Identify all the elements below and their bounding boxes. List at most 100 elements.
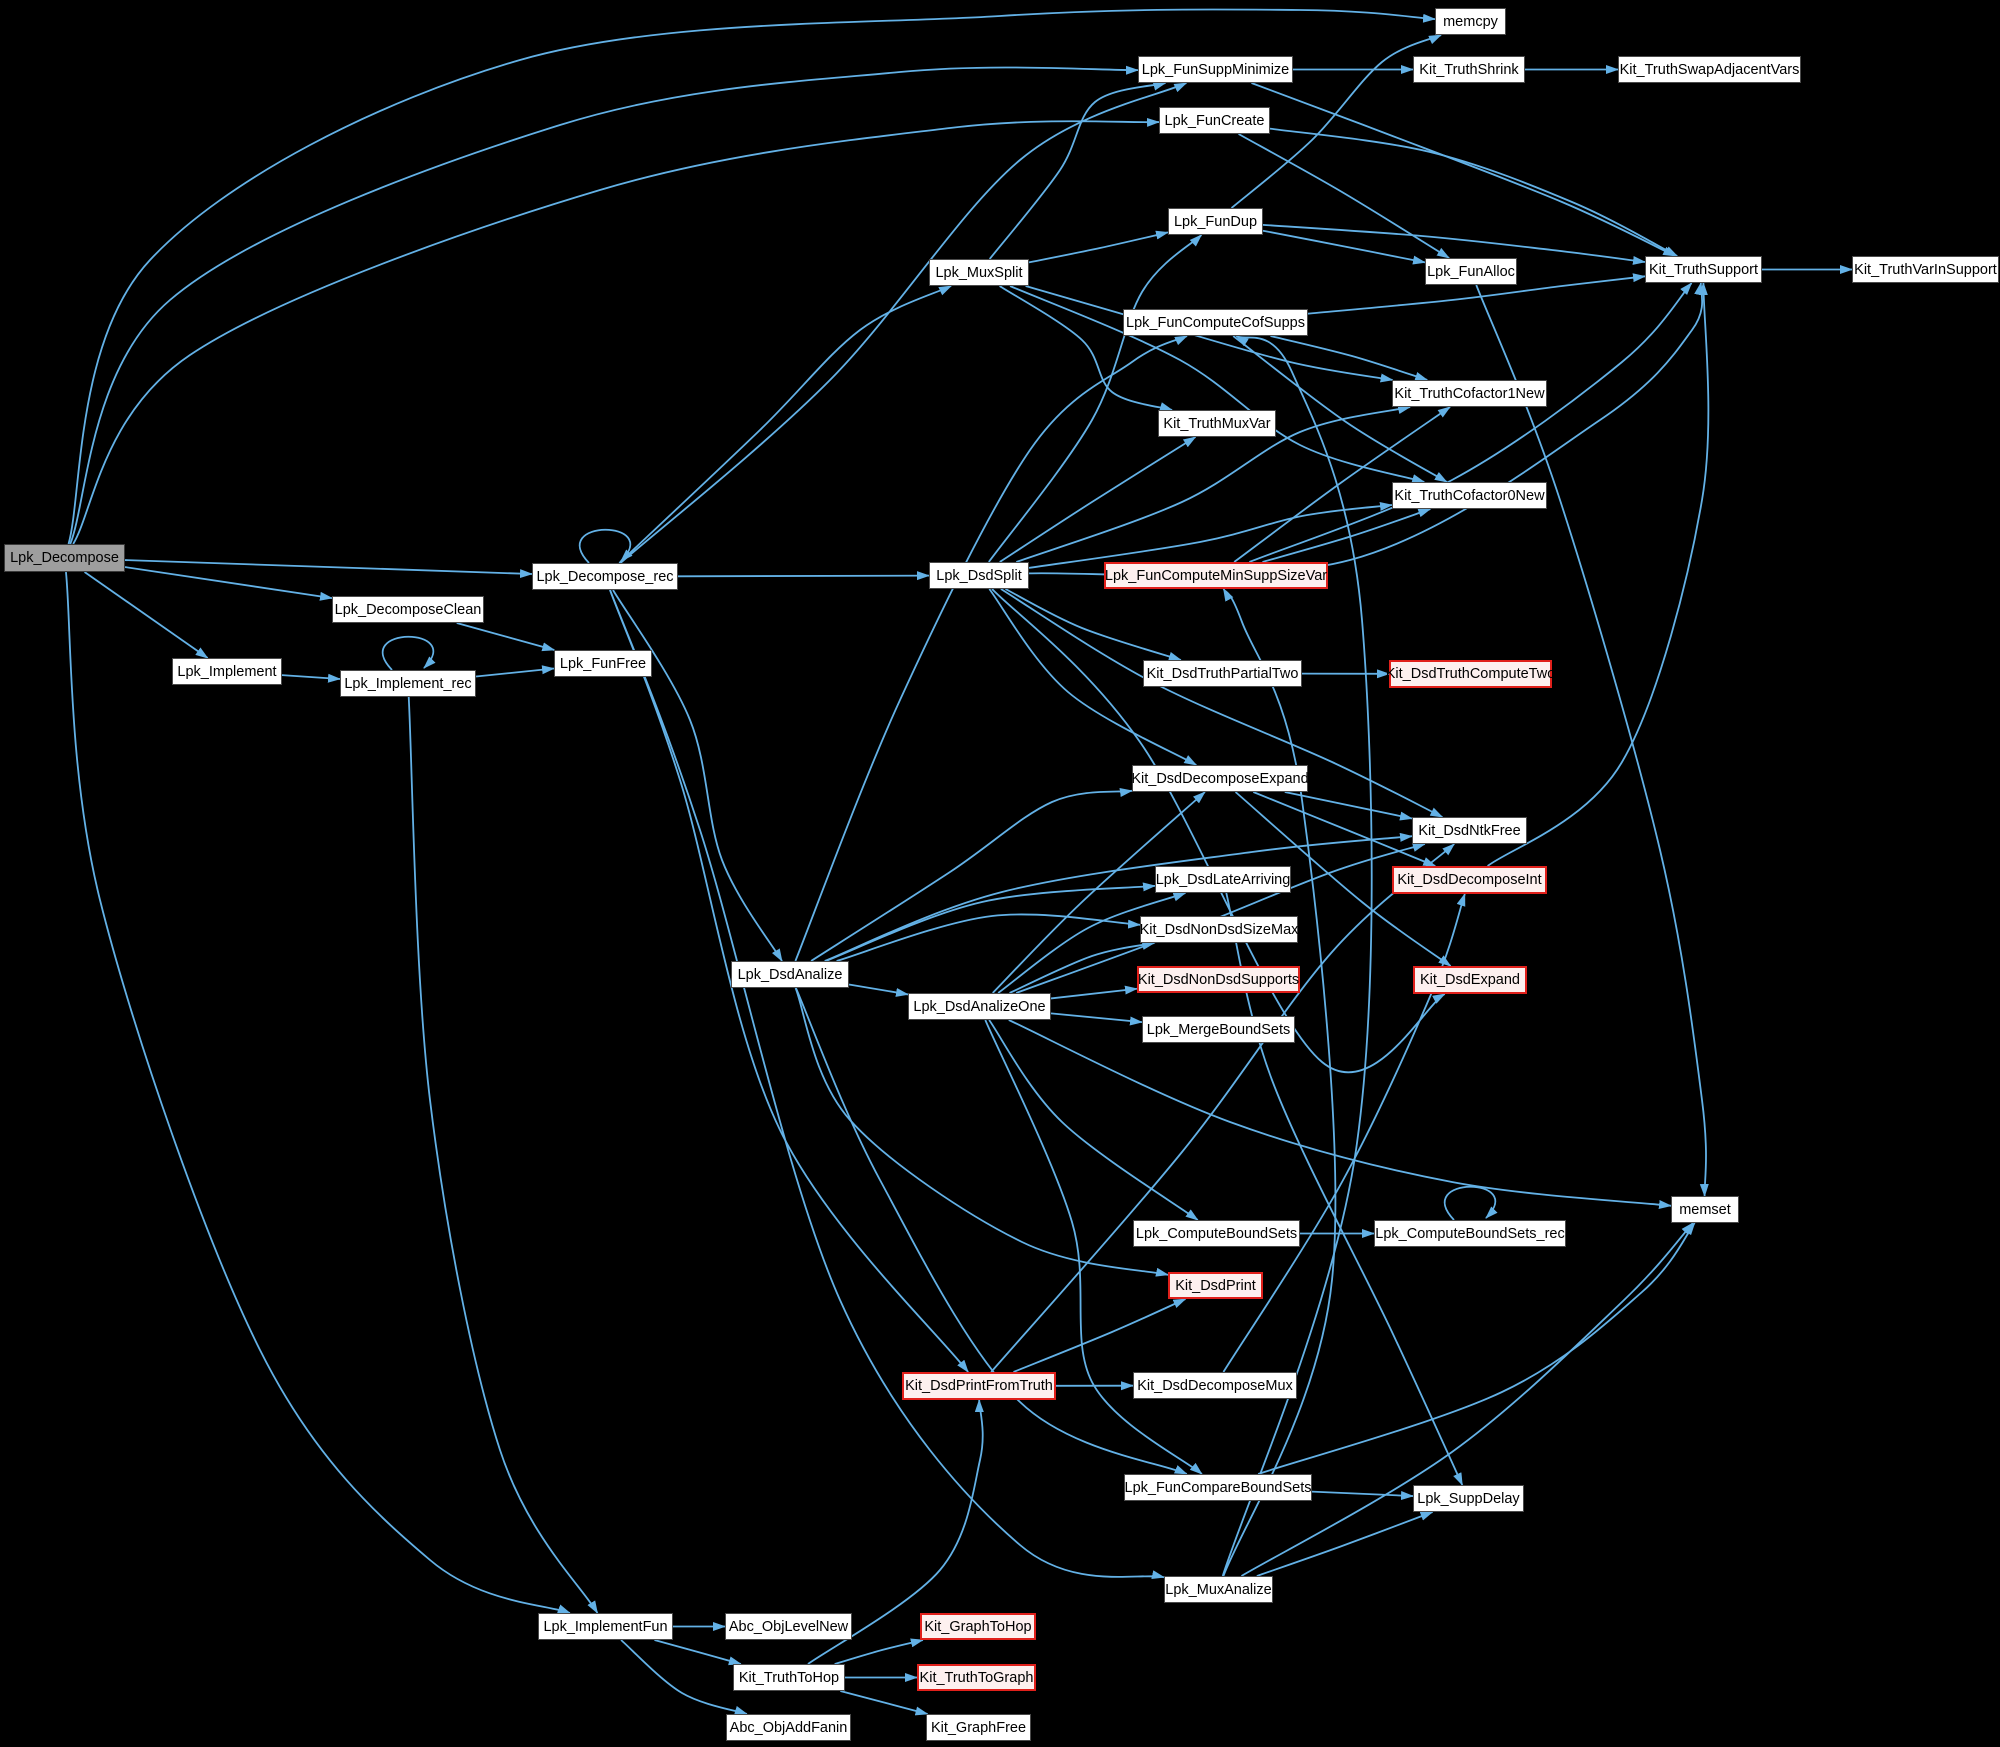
- call-edge-decompose_rec-to-dsdAnalize: [612, 589, 783, 962]
- call-edge-funComputeCofSupps-to-truthCofactor0New: [1232, 335, 1448, 483]
- node-Lpk_ComputeBoundSets[interactable]: Lpk_ComputeBoundSets: [1133, 1220, 1300, 1247]
- node-Kit_DsdNonDsdSizeMax[interactable]: Kit_DsdNonDsdSizeMax: [1140, 916, 1298, 943]
- call-edge-dsdAnalize-to-dsdDecomposeExpand: [810, 788, 1133, 962]
- node-Kit_TruthVarInSupport[interactable]: Kit_TruthVarInSupport: [1852, 256, 1999, 283]
- node-Kit_GraphToHop[interactable]: Kit_GraphToHop: [920, 1613, 1036, 1640]
- node-Lpk_FunAlloc[interactable]: Lpk_FunAlloc: [1425, 258, 1517, 285]
- node-Kit_TruthSwapAdjacentVars[interactable]: Kit_TruthSwapAdjacentVars: [1618, 56, 1801, 83]
- node-Lpk_MergeBoundSets[interactable]: Lpk_MergeBoundSets: [1142, 1016, 1295, 1043]
- node-Lpk_DsdLateArriving[interactable]: Lpk_DsdLateArriving: [1155, 866, 1291, 893]
- node-Kit_TruthSupport[interactable]: Kit_TruthSupport: [1645, 256, 1762, 283]
- call-edge-decompose-to-decomposeClean: [124, 566, 333, 601]
- call-edge-muxAnalize-to-funComputeMinSuppSizeVar: [1222, 588, 1337, 1577]
- call-edge-dsdAnalizeOne-to-dsdNonDsdSupports: [1050, 985, 1138, 1000]
- node-memset[interactable]: memset: [1671, 1196, 1739, 1223]
- node-Lpk_FunSuppMinimize[interactable]: Lpk_FunSuppMinimize: [1138, 56, 1293, 83]
- call-edge-muxSplit-to-truthMuxVar: [999, 285, 1173, 411]
- call-edge-decompose_rec-to-funSuppMinimize: [619, 82, 1188, 564]
- call-edge-decompose-to-memcpy: [67, 8, 1436, 545]
- node-Kit_DsdTruthPartialTwo[interactable]: Kit_DsdTruthPartialTwo: [1143, 660, 1302, 687]
- node-Lpk_FunFree[interactable]: Lpk_FunFree: [554, 650, 652, 677]
- call-edge-implement-to-implement_rec: [281, 673, 341, 683]
- call-edge-dsdSplit-to-dsdExpand: [991, 588, 1446, 1074]
- call-edge-decompose_rec-to-muxSplit: [618, 285, 952, 564]
- node-Kit_DsdNonDsdSupports[interactable]: Kit_DsdNonDsdSupports: [1137, 966, 1300, 993]
- call-edge-decompose_rec-to-decompose_rec: [579, 528, 633, 564]
- node-Lpk_Implement_rec[interactable]: Lpk_Implement_rec: [340, 670, 476, 697]
- call-edge-implement_rec-to-implement_rec: [382, 635, 436, 671]
- call-edge-truthToHop-to-graphFree: [840, 1690, 929, 1716]
- call-edge-funComputeCofSupps-to-truthSupport: [1307, 273, 1646, 315]
- call-edge-dsdSplit-to-dsdNtkFree: [1000, 588, 1444, 818]
- node-Lpk_DsdAnalize[interactable]: Lpk_DsdAnalize: [731, 961, 849, 988]
- node-Lpk_ImplementFun[interactable]: Lpk_ImplementFun: [538, 1613, 673, 1640]
- node-Lpk_MuxSplit[interactable]: Lpk_MuxSplit: [929, 259, 1029, 286]
- node-Kit_TruthMuxVar[interactable]: Kit_TruthMuxVar: [1158, 410, 1276, 437]
- node-Kit_TruthShrink[interactable]: Kit_TruthShrink: [1413, 56, 1525, 83]
- node-Lpk_FunComputeMinSuppSizeVar[interactable]: Lpk_FunComputeMinSuppSizeVar: [1104, 562, 1328, 589]
- node-Lpk_ComputeBoundSets_rec[interactable]: Lpk_ComputeBoundSets_rec: [1374, 1220, 1566, 1247]
- node-Kit_DsdNtkFree[interactable]: Kit_DsdNtkFree: [1412, 817, 1527, 844]
- call-edge-dsdSplit-to-dsdTruthPartialTwo: [1005, 588, 1182, 661]
- node-Kit_DsdExpand[interactable]: Kit_DsdExpand: [1413, 966, 1527, 994]
- call-edge-dsdAnalize-to-dsdAnalizeOne: [848, 983, 909, 997]
- node-Lpk_MuxAnalize[interactable]: Lpk_MuxAnalize: [1164, 1576, 1273, 1603]
- call-edge-dsdAnalizeOne-to-dsdNtkFree: [1015, 843, 1426, 994]
- node-Kit_DsdDecomposeMux[interactable]: Kit_DsdDecomposeMux: [1133, 1372, 1297, 1399]
- node-Kit_TruthToGraph[interactable]: Kit_TruthToGraph: [917, 1664, 1036, 1691]
- node-Lpk_FunCompareBoundSets[interactable]: Lpk_FunCompareBoundSets: [1124, 1474, 1312, 1501]
- call-edge-decompose-to-funSuppMinimize: [69, 65, 1139, 545]
- node-Kit_GraphFree[interactable]: Kit_GraphFree: [926, 1714, 1031, 1741]
- node-Kit_DsdDecomposeInt[interactable]: Kit_DsdDecomposeInt: [1392, 866, 1547, 894]
- node-Kit_DsdPrintFromTruth[interactable]: Kit_DsdPrintFromTruth: [902, 1372, 1056, 1400]
- node-memcpy[interactable]: memcpy: [1435, 8, 1506, 35]
- call-edge-dsdAnalizeOne-to-mergeBoundSets: [1050, 1012, 1143, 1026]
- node-Kit_TruthToHop[interactable]: Kit_TruthToHop: [733, 1664, 845, 1691]
- node-Lpk_SuppDelay[interactable]: Lpk_SuppDelay: [1413, 1485, 1524, 1512]
- call-edge-muxAnalize-to-memset: [1240, 1222, 1694, 1577]
- call-edge-decomposeClean-to-funFree: [456, 622, 556, 652]
- node-Lpk_DsdAnalizeOne[interactable]: Lpk_DsdAnalizeOne: [908, 993, 1051, 1020]
- call-edge-dsdAnalize-to-dsdNonDsdSizeMax: [836, 913, 1141, 962]
- call-edge-funSuppMinimize-to-truthSupport: [1251, 82, 1677, 257]
- call-edge-printFromTruth-to-dsdNtkFree: [990, 843, 1455, 1373]
- node-Abc_ObjAddFanin[interactable]: Abc_ObjAddFanin: [726, 1714, 851, 1741]
- node-Lpk_FunComputeCofSupps[interactable]: Lpk_FunComputeCofSupps: [1123, 309, 1308, 336]
- call-edge-dsdAnalizeOne-to-computeBoundSets: [988, 1019, 1199, 1221]
- node-Lpk_Decompose_rec[interactable]: Lpk_Decompose_rec: [532, 563, 678, 590]
- node-Lpk_Decompose[interactable]: Lpk_Decompose: [4, 544, 125, 572]
- node-Lpk_DsdSplit[interactable]: Lpk_DsdSplit: [929, 562, 1029, 589]
- call-edge-funDup-to-truthSupport: [1262, 223, 1646, 265]
- call-edge-funCreate-to-funAlloc: [1238, 133, 1450, 259]
- call-edge-dsdDecomposeInt-to-truthSupport: [1487, 282, 1710, 867]
- call-edge-decompose-to-funCreate: [72, 117, 1160, 545]
- node-Kit_TruthCofactor0New[interactable]: Kit_TruthCofactor0New: [1392, 482, 1547, 509]
- node-Lpk_FunDup[interactable]: Lpk_FunDup: [1168, 208, 1263, 235]
- call-edge-dsdAnalizeOne-to-funCompareBoundSets: [984, 1019, 1203, 1475]
- call-edge-implementFun-to-objAddFanin: [620, 1639, 748, 1715]
- node-Kit_DsdTruthComputeTwo[interactable]: Kit_DsdTruthComputeTwo: [1386, 660, 1555, 688]
- call-edge-dsdDecomposeExpand-to-dsdExpand: [1234, 791, 1452, 967]
- call-edge-muxAnalize-to-suppDelay: [1256, 1511, 1434, 1577]
- node-Lpk_Implement[interactable]: Lpk_Implement: [172, 658, 282, 685]
- node-Lpk_DecomposeClean[interactable]: Lpk_DecomposeClean: [332, 596, 484, 623]
- node-Kit_DsdDecomposeExpand[interactable]: Kit_DsdDecomposeExpand: [1131, 765, 1309, 792]
- node-Kit_DsdPrint[interactable]: Kit_DsdPrint: [1168, 1272, 1263, 1299]
- call-edge-computeBoundSets_rec-to-computeBoundSets_rec: [1444, 1185, 1498, 1221]
- node-Lpk_FunCreate[interactable]: Lpk_FunCreate: [1159, 107, 1270, 134]
- call-edge-funComputeMinSuppSizeVar-to-truthCofactor1New: [1233, 406, 1451, 563]
- call-edge-decompose_rec-to-dsdSplit: [677, 571, 930, 581]
- node-Abc_ObjLevelNew[interactable]: Abc_ObjLevelNew: [725, 1613, 852, 1640]
- call-edge-dsdDecomposeMux-to-dsdDecomposeInt: [1222, 893, 1466, 1373]
- call-edge-dsdSplit-to-truthCofactor0New: [1028, 501, 1393, 569]
- node-Kit_TruthCofactor1New[interactable]: Kit_TruthCofactor1New: [1392, 380, 1547, 407]
- call-edge-dsdAnalize-to-funCompareBoundSets: [795, 987, 1188, 1475]
- call-edge-dsdAnalize-to-dsdPrint: [794, 987, 1169, 1277]
- call-edge-funComputeMinSuppSizeVar-to-truthSupport: [1249, 282, 1693, 563]
- call-edge-funAlloc-to-memset: [1475, 284, 1709, 1197]
- call-edge-dsdAnalizeOne-to-memset: [1008, 1019, 1672, 1209]
- call-edge-muxSplit-to-funSuppMinimize: [988, 81, 1167, 260]
- call-edge-funDup-to-memcpy: [1230, 34, 1442, 209]
- call-edge-printFromTruth-to-dsdPrint: [1013, 1298, 1187, 1373]
